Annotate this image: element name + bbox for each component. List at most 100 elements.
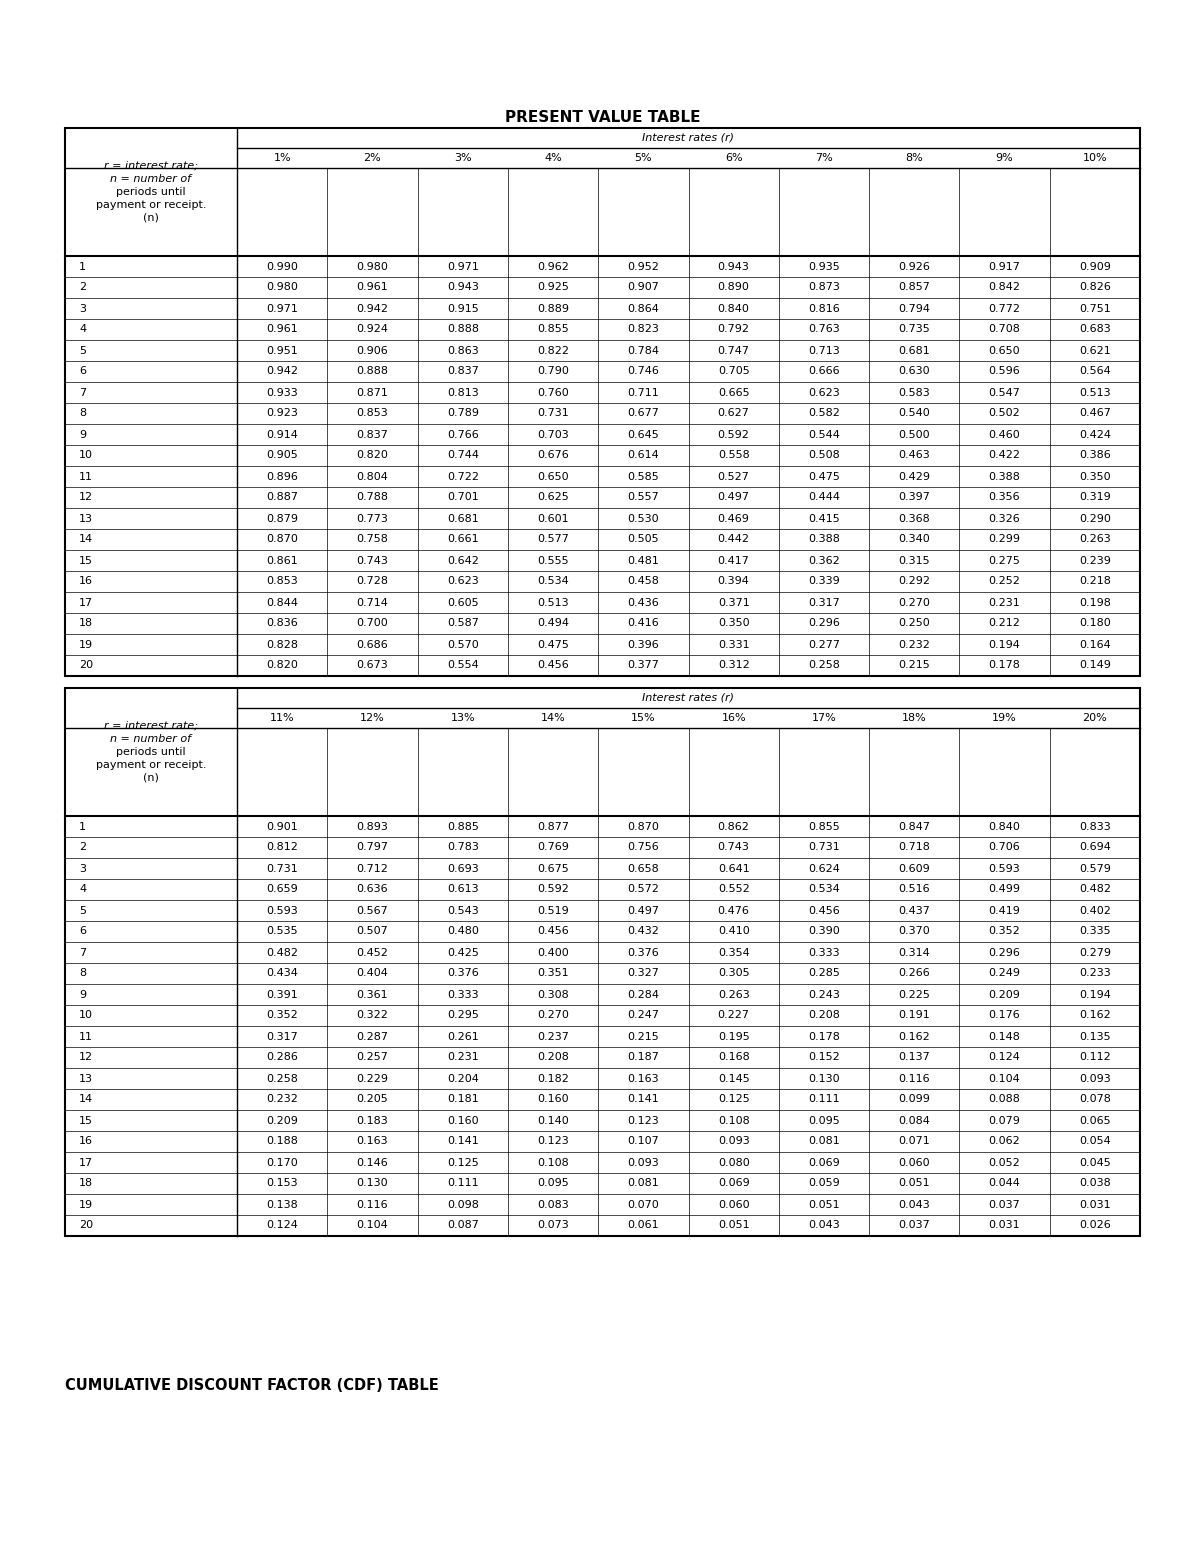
Text: 0.205: 0.205 — [356, 1095, 389, 1104]
Text: 0.279: 0.279 — [1079, 947, 1111, 958]
Text: 0.460: 0.460 — [989, 430, 1020, 439]
Text: 0.160: 0.160 — [446, 1115, 479, 1126]
Text: 0.583: 0.583 — [899, 388, 930, 398]
Text: 0.871: 0.871 — [356, 388, 389, 398]
Text: 0.043: 0.043 — [899, 1199, 930, 1210]
Text: 0.476: 0.476 — [718, 905, 750, 916]
Text: 0.296: 0.296 — [989, 947, 1020, 958]
Text: 0.961: 0.961 — [266, 325, 298, 334]
Text: Interest rates (r): Interest rates (r) — [642, 693, 734, 704]
Text: 0.037: 0.037 — [989, 1199, 1020, 1210]
Text: 0.728: 0.728 — [356, 576, 389, 587]
Text: 0.051: 0.051 — [808, 1199, 840, 1210]
Text: 0.530: 0.530 — [628, 514, 659, 523]
Text: 0.247: 0.247 — [628, 1011, 659, 1020]
Text: CUMULATIVE DISCOUNT FACTOR (CDF) TABLE: CUMULATIVE DISCOUNT FACTOR (CDF) TABLE — [65, 1378, 439, 1393]
Text: 0.540: 0.540 — [899, 408, 930, 418]
Text: 0.065: 0.065 — [1079, 1115, 1111, 1126]
Text: 0.857: 0.857 — [899, 283, 930, 292]
Text: 0.125: 0.125 — [446, 1157, 479, 1168]
Text: 0.481: 0.481 — [628, 556, 659, 565]
Text: 0.888: 0.888 — [356, 367, 389, 376]
Text: 0.535: 0.535 — [266, 927, 298, 936]
Text: 0.475: 0.475 — [808, 472, 840, 481]
Text: 0.943: 0.943 — [718, 261, 750, 272]
Text: 0.452: 0.452 — [356, 947, 389, 958]
Text: 0.116: 0.116 — [356, 1199, 389, 1210]
Text: 0.463: 0.463 — [899, 450, 930, 461]
Text: 0.164: 0.164 — [1079, 640, 1111, 649]
Text: 0.080: 0.080 — [718, 1157, 750, 1168]
Text: 0.083: 0.083 — [538, 1199, 569, 1210]
Text: n = number of: n = number of — [110, 735, 192, 744]
Text: 0.116: 0.116 — [899, 1073, 930, 1084]
Text: 0.137: 0.137 — [899, 1053, 930, 1062]
Text: 0.404: 0.404 — [356, 969, 389, 978]
Text: 0.149: 0.149 — [1079, 660, 1111, 671]
Text: 0.675: 0.675 — [538, 863, 569, 873]
Text: 0.855: 0.855 — [538, 325, 569, 334]
Text: 0.592: 0.592 — [718, 430, 750, 439]
Text: 0.642: 0.642 — [446, 556, 479, 565]
Text: 0.605: 0.605 — [446, 598, 479, 607]
Text: 0.773: 0.773 — [356, 514, 389, 523]
Text: 0.502: 0.502 — [989, 408, 1020, 418]
Text: 0.784: 0.784 — [628, 345, 659, 356]
Text: 0.614: 0.614 — [628, 450, 659, 461]
Text: 0.123: 0.123 — [628, 1115, 659, 1126]
Text: 0.855: 0.855 — [808, 822, 840, 831]
Text: 0.935: 0.935 — [808, 261, 840, 272]
Text: 18%: 18% — [902, 713, 926, 724]
Text: 0.456: 0.456 — [808, 905, 840, 916]
Text: 0.354: 0.354 — [718, 947, 750, 958]
Text: 0.130: 0.130 — [356, 1179, 389, 1188]
Text: 0.593: 0.593 — [266, 905, 298, 916]
Text: 0.585: 0.585 — [628, 472, 659, 481]
Text: 0.558: 0.558 — [718, 450, 750, 461]
Text: 0.828: 0.828 — [266, 640, 298, 649]
Text: 0.844: 0.844 — [266, 598, 298, 607]
Text: 0.554: 0.554 — [446, 660, 479, 671]
Text: 0.873: 0.873 — [808, 283, 840, 292]
Text: 0.195: 0.195 — [718, 1031, 750, 1042]
Text: Interest rates (r): Interest rates (r) — [642, 134, 734, 143]
Text: 17: 17 — [79, 1157, 94, 1168]
Text: 15: 15 — [79, 556, 94, 565]
Text: 0.890: 0.890 — [718, 283, 750, 292]
Text: 0.180: 0.180 — [1079, 618, 1111, 629]
Text: 0.582: 0.582 — [808, 408, 840, 418]
Text: 0.233: 0.233 — [1079, 969, 1111, 978]
Text: 13: 13 — [79, 1073, 94, 1084]
Text: 9: 9 — [79, 430, 86, 439]
Text: 0.088: 0.088 — [989, 1095, 1020, 1104]
Text: 8%: 8% — [905, 154, 923, 163]
Text: 0.390: 0.390 — [808, 927, 840, 936]
Text: 0.059: 0.059 — [808, 1179, 840, 1188]
Text: 0.204: 0.204 — [446, 1073, 479, 1084]
Text: 0.257: 0.257 — [356, 1053, 389, 1062]
Text: 0.842: 0.842 — [989, 283, 1020, 292]
Text: 0.232: 0.232 — [899, 640, 930, 649]
Text: 0.249: 0.249 — [989, 969, 1020, 978]
Text: 0.148: 0.148 — [989, 1031, 1020, 1042]
Text: 0.152: 0.152 — [808, 1053, 840, 1062]
Text: 0.889: 0.889 — [538, 303, 569, 314]
Text: 11%: 11% — [270, 713, 294, 724]
Text: 0.557: 0.557 — [628, 492, 659, 503]
Text: 0.252: 0.252 — [989, 576, 1020, 587]
Text: 0.350: 0.350 — [718, 618, 750, 629]
Text: 0.263: 0.263 — [718, 989, 750, 1000]
Text: 12: 12 — [79, 492, 94, 503]
Text: 0.181: 0.181 — [446, 1095, 479, 1104]
Text: 5: 5 — [79, 905, 86, 916]
Text: 0.070: 0.070 — [628, 1199, 659, 1210]
Text: 0.885: 0.885 — [446, 822, 479, 831]
Text: 0.914: 0.914 — [266, 430, 298, 439]
Text: 0.681: 0.681 — [899, 345, 930, 356]
Text: 0.731: 0.731 — [538, 408, 569, 418]
Text: 0.718: 0.718 — [899, 842, 930, 853]
Text: 0.163: 0.163 — [628, 1073, 659, 1084]
Text: 0.162: 0.162 — [1079, 1011, 1111, 1020]
Text: 0.371: 0.371 — [718, 598, 750, 607]
Text: 0.926: 0.926 — [899, 261, 930, 272]
